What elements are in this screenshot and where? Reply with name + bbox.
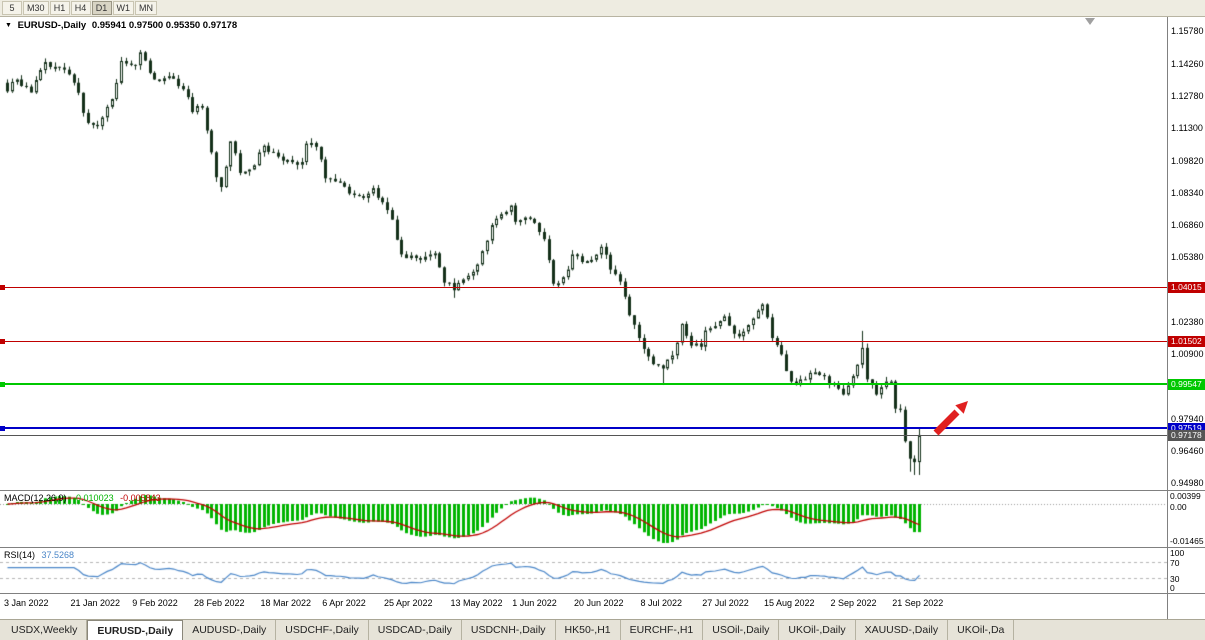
chart-tab-xauusd-daily[interactable]: XAUUSD-,Daily	[855, 620, 949, 640]
rsi-axis-tick: 30	[1170, 574, 1180, 584]
macd-canvas	[0, 491, 1167, 547]
rsi-value: 37.5268	[41, 550, 75, 560]
timeframe-toolbar: 5 M30 H1 H4 D1 W1 MN	[0, 0, 1205, 17]
price-axis-tick: 0.94980	[1171, 478, 1204, 488]
macd-axis-tick: -0.01465	[1170, 536, 1204, 546]
timeframe-button-5[interactable]: 5	[2, 1, 22, 15]
price-axis-tick: 0.96460	[1171, 445, 1204, 456]
chart-shift-marker[interactable]	[1085, 18, 1095, 25]
chart-symbol-label: EURUSD-,Daily	[17, 20, 87, 31]
macd-value-main: -0.010023	[73, 493, 114, 503]
chart-tab-hk50-h1[interactable]: HK50-,H1	[555, 620, 621, 640]
price-level-badge: 1.01502	[1168, 336, 1205, 348]
macd-axis-tick: 0.00	[1170, 502, 1187, 512]
chart-tab-eurusd-daily[interactable]: EURUSD-,Daily	[87, 620, 184, 640]
price-axis-tick: 1.14260	[1171, 59, 1204, 70]
line-handle[interactable]	[0, 381, 5, 387]
up-arrow-annotation[interactable]	[930, 399, 970, 439]
time-axis-label: 28 Feb 2022	[194, 598, 245, 608]
price-axis-tick: 1.08340	[1171, 187, 1204, 198]
chart-tab-usdcad-daily[interactable]: USDCAD-,Daily	[368, 620, 462, 640]
macd-plot[interactable]: MACD(12,26,9) -0.010023 -0.005843	[0, 491, 1167, 547]
macd-label: MACD(12,26,9) -0.010023 -0.005843	[4, 493, 165, 503]
main-chart-panel: ▼ EURUSD-,Daily 0.95941 0.97500 0.95350 …	[0, 17, 1205, 490]
price-level-badge: 0.99547	[1168, 378, 1205, 390]
macd-axis-tick: 0.00399	[1170, 491, 1201, 501]
line-handle[interactable]	[0, 284, 5, 290]
chart-tab-eurchf-h1[interactable]: EURCHF-,H1	[620, 620, 704, 640]
rsi-label: RSI(14) 37.5268	[4, 550, 78, 560]
time-axis-label: 18 Mar 2022	[260, 598, 312, 608]
timeframe-button-h4[interactable]: H4	[70, 1, 91, 15]
macd-name: MACD(12,26,9)	[4, 493, 67, 503]
chart-tab-audusd-daily[interactable]: AUDUSD-,Daily	[183, 620, 277, 640]
time-axis-label: 6 Apr 2022	[322, 598, 366, 608]
timeframe-button-m30[interactable]: M30	[23, 1, 49, 15]
time-axis-label: 1 Jun 2022	[512, 598, 557, 608]
timeframe-button-w1[interactable]: W1	[112, 1, 135, 15]
horizontal-line-1.04015[interactable]	[0, 286, 1167, 288]
price-axis-tick: 1.09820	[1171, 155, 1204, 166]
rsi-canvas	[0, 548, 1167, 593]
rsi-axis-tick: 70	[1170, 558, 1180, 568]
horizontal-line-0.97519[interactable]	[0, 426, 1167, 429]
time-axis-label: 9 Feb 2022	[132, 598, 178, 608]
price-axis-tick: 1.00900	[1171, 349, 1204, 360]
timeframe-button-h1[interactable]: H1	[49, 1, 70, 15]
axis-corner	[1167, 594, 1205, 619]
price-level-badge: 0.97519	[1168, 422, 1205, 434]
price-axis[interactable]: 1.15780 1.14260 1.12780 1.11300 1.09820 1.083…	[1167, 17, 1205, 490]
macd-indicator-panel: MACD(12,26,9) -0.010023 -0.005843 0.0039…	[0, 490, 1205, 547]
rsi-axis-tick: 0	[1170, 583, 1175, 593]
chart-tab-usdx-weekly[interactable]: USDX,Weekly	[2, 620, 88, 640]
main-chart-plot[interactable]: ▼ EURUSD-,Daily 0.95941 0.97500 0.95350 …	[0, 17, 1167, 490]
time-axis-label: 20 Jun 2022	[574, 598, 624, 608]
time-axis-label: 2 Sep 2022	[830, 598, 877, 608]
price-axis-tick: 1.12780	[1171, 91, 1204, 102]
price-axis-tick: 1.05380	[1171, 252, 1204, 262]
line-handle[interactable]	[0, 339, 5, 345]
time-axis-label: 13 May 2022	[450, 598, 503, 608]
chart-tab-usoil-daily[interactable]: USOil-,Daily	[703, 620, 780, 640]
time-axis-label: 15 Aug 2022	[764, 598, 815, 608]
price-axis-tick: 0.97940	[1171, 413, 1204, 424]
price-axis-tick: 1.02380	[1171, 317, 1204, 328]
time-axis-labels: 3 Jan 2022 21 Jan 2022 9 Feb 2022 28 Feb 20…	[0, 594, 1167, 619]
horizontal-line-0.97178[interactable]	[0, 435, 1167, 437]
time-axis-label: 25 Apr 2022	[384, 598, 433, 608]
rsi-plot[interactable]: RSI(14) 37.5268	[0, 548, 1167, 593]
macd-value-signal: -0.005843	[120, 493, 161, 503]
price-level-badge: 1.04015	[1168, 281, 1205, 293]
timeframe-button-mn[interactable]: MN	[135, 1, 158, 15]
price-axis-tick: 1.06860	[1171, 219, 1204, 230]
horizontal-line-1.01502[interactable]	[0, 341, 1167, 343]
chart-tab-usdcnh-daily[interactable]: USDCNH-,Daily	[461, 620, 556, 640]
time-axis-label: 21 Sep 2022	[892, 598, 944, 608]
chart-tabs-bar: USDX,Weekly EURUSD-,Daily AUDUSD-,Daily USD…	[0, 619, 1205, 640]
chart-tab-ukoil-da[interactable]: UKOil-,Da	[948, 620, 1015, 640]
chart-tab-usdchf-daily[interactable]: USDCHF-,Daily	[276, 620, 369, 640]
time-axis[interactable]: 3 Jan 2022 21 Jan 2022 9 Feb 2022 28 Feb 20…	[0, 593, 1205, 619]
chart-title: ▼ EURUSD-,Daily 0.95941 0.97500 0.95350 …	[5, 20, 240, 31]
rsi-name: RSI(14)	[4, 550, 36, 560]
price-axis-tick: 1.11300	[1171, 123, 1203, 134]
rsi-axis-tick: 100	[1170, 548, 1185, 558]
line-handle[interactable]	[0, 425, 5, 431]
rsi-indicator-panel: RSI(14) 37.5268 100 70 30 0	[0, 547, 1205, 593]
macd-axis[interactable]: 0.00399 0.00 -0.01465	[1167, 491, 1205, 547]
price-level-badge: 0.97178	[1168, 430, 1205, 442]
time-axis-label: 27 Jul 2022	[702, 598, 749, 608]
chart-marker-icon: ▼	[5, 22, 12, 29]
rsi-axis[interactable]: 100 70 30 0	[1167, 548, 1205, 593]
time-axis-label: 8 Jul 2022	[640, 598, 683, 608]
price-axis-tick: 1.15780	[1171, 26, 1204, 36]
timeframe-button-d1[interactable]: D1	[91, 1, 112, 15]
time-axis-label: 21 Jan 2022	[70, 598, 121, 608]
chart-tab-ukoil-daily[interactable]: UKOil-,Daily	[779, 620, 856, 640]
candlestick-canvas	[0, 17, 1167, 490]
horizontal-line-0.99547[interactable]	[0, 382, 1167, 385]
time-axis-label: 3 Jan 2022	[4, 598, 49, 608]
chart-ohlc-values: 0.95941 0.97500 0.95350 0.97178	[91, 20, 238, 31]
